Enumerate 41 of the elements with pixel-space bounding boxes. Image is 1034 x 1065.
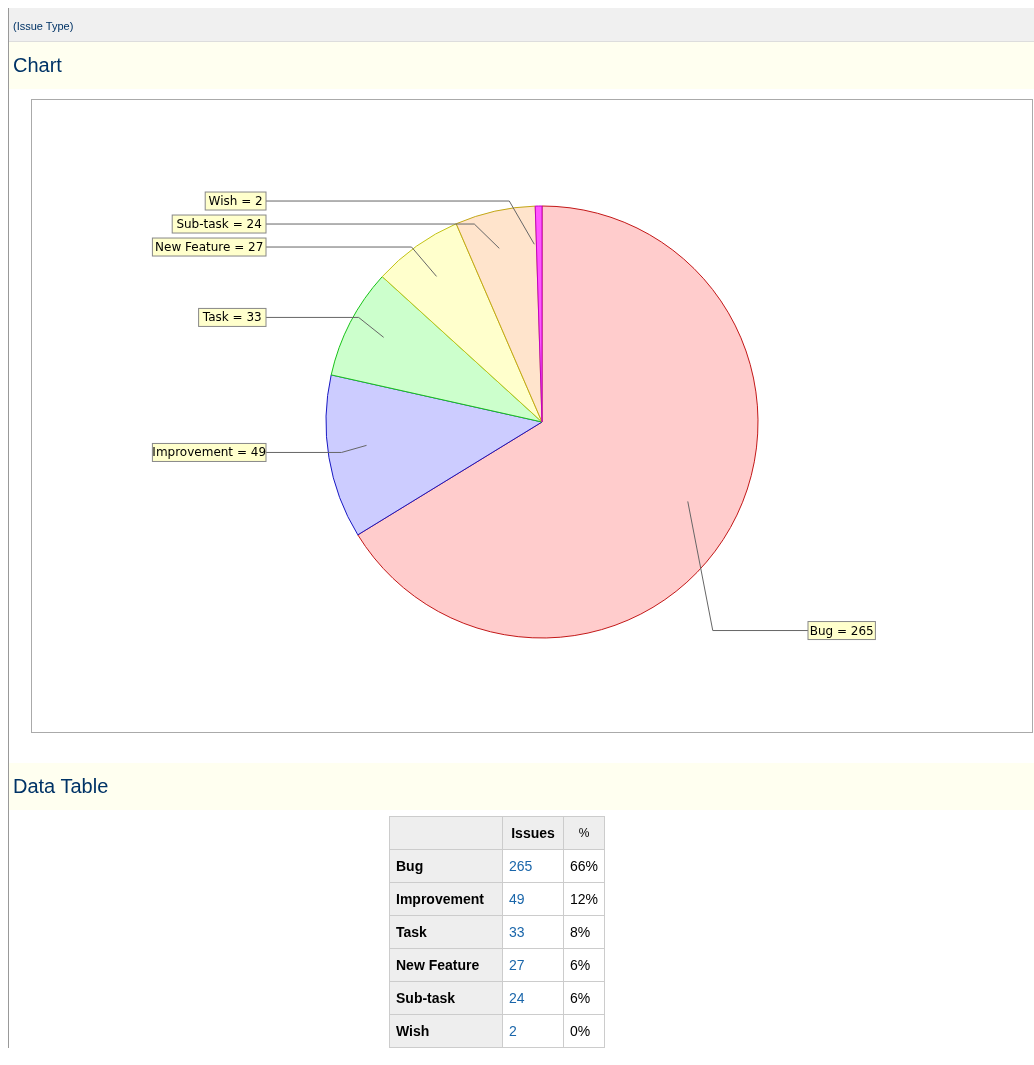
data-label: = 265: [833, 623, 874, 638]
data-label: 6%: [563, 948, 605, 982]
data-label: 49: [502, 882, 564, 916]
data-label: 12%: [563, 882, 605, 916]
text: Data Table: [9, 763, 1034, 810]
data-label: = 2: [237, 194, 263, 209]
data-label: = 49: [233, 445, 267, 460]
slice-label: Task: [201, 310, 229, 325]
text: (Issue Type): [13, 20, 74, 32]
category-label: Sub-task: [389, 981, 503, 1015]
data-label: 66%: [563, 849, 605, 883]
data-label: 8%: [563, 915, 605, 949]
category-label: Wish: [389, 1014, 503, 1048]
data-label: 2: [502, 1014, 564, 1048]
category-label: New Feature: [389, 948, 503, 982]
category-label: Improvement: [389, 882, 503, 916]
pie-slice: [357, 205, 759, 639]
data-label: 27: [502, 948, 564, 982]
data-label: = 33: [228, 310, 262, 325]
pie-slice: [325, 374, 543, 536]
pie-slice: [330, 276, 543, 423]
category-label: Bug: [389, 849, 503, 883]
slice-label: Bug: [809, 623, 834, 638]
pie-slice: [381, 223, 543, 423]
slice-label: Improvement: [152, 445, 234, 460]
text: Chart: [9, 42, 1034, 89]
pie-slice: [534, 205, 543, 423]
pie-slice: [455, 205, 543, 423]
text: %: [563, 816, 605, 850]
data-label: = 24: [228, 217, 262, 232]
slice-label: New Feature: [155, 240, 231, 255]
data-label: 265: [502, 849, 564, 883]
data-label: 0%: [563, 1014, 605, 1048]
slice-label: Sub-task: [176, 217, 229, 232]
data-label: 6%: [563, 981, 605, 1015]
data-label: = 27: [230, 240, 264, 255]
data-label: 33: [502, 915, 564, 949]
data-label: 24: [502, 981, 564, 1015]
category-label: Task: [389, 915, 503, 949]
legend-label: Issues: [502, 816, 564, 850]
slice-label: Wish: [208, 194, 238, 209]
